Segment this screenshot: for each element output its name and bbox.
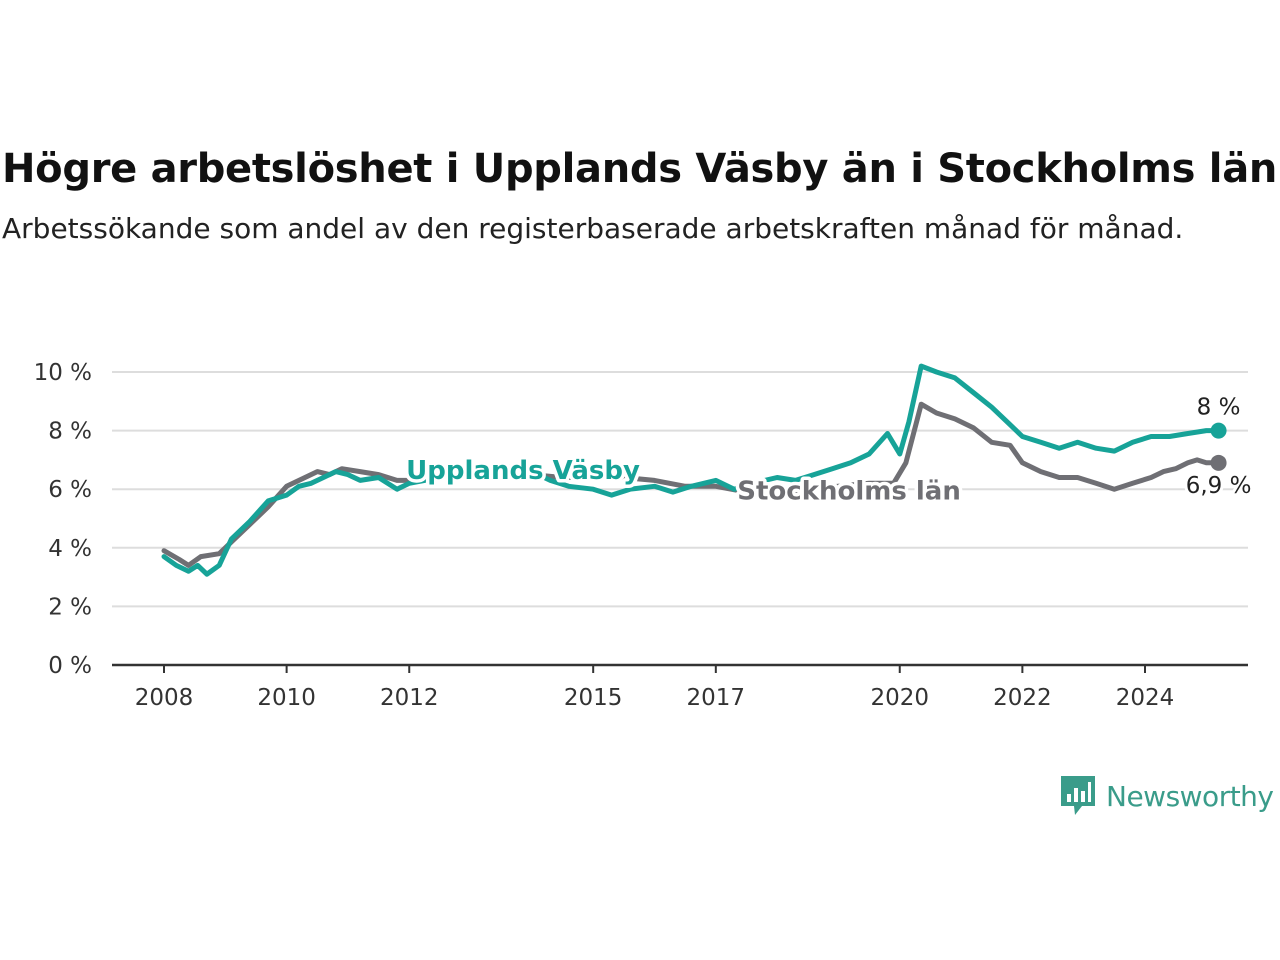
chart-title: Högre arbetslöshet i Upplands Väsby än i…	[2, 146, 1278, 192]
x-tick-label: 2012	[380, 685, 439, 711]
y-tick-label: 8 %	[48, 419, 92, 445]
y-axis-ticks: 0 % 2 % 4 % 6 % 8 % 10 %	[34, 360, 92, 679]
x-tick-label: 2022	[993, 685, 1052, 711]
x-tick-label: 2017	[687, 685, 746, 711]
series-name-label-lan: Stockholms län	[737, 476, 961, 506]
series-end-label-vasby: 8 %	[1197, 395, 1241, 421]
brand-logo: Newsworthy	[1058, 774, 1274, 818]
y-tick-label: 6 %	[48, 477, 92, 503]
x-tick-label: 2010	[257, 685, 316, 711]
y-tick-label: 0 %	[48, 653, 92, 679]
y-tick-label: 2 %	[48, 594, 92, 620]
x-tick-label: 2020	[870, 685, 929, 711]
series-lines	[161, 363, 1227, 577]
series-end-point-lan	[1210, 454, 1227, 471]
series-labels: 6,9 % Stockholms län 8 % Upplands Väsby	[403, 392, 1255, 510]
brand-name: Newsworthy	[1106, 779, 1274, 813]
series-end-point-vasby	[1210, 422, 1227, 439]
series-end-label-lan: 6,9 %	[1186, 473, 1252, 499]
x-tick-label: 2024	[1116, 685, 1175, 711]
newsworthy-logo-icon	[1061, 776, 1095, 815]
x-axis-ticks: 2008 2010 2012 2015 2017 2020 2022 2024	[135, 665, 1175, 711]
x-tick-label: 2008	[135, 685, 194, 711]
x-tick-label: 2015	[564, 685, 623, 711]
chart-subtitle: Arbetssökande som andel av den registerb…	[2, 212, 1184, 245]
y-tick-label: 4 %	[48, 536, 92, 562]
series-line-vasby	[161, 363, 1222, 577]
y-tick-label: 10 %	[34, 360, 92, 386]
series-name-label-vasby: Upplands Väsby	[406, 456, 640, 486]
